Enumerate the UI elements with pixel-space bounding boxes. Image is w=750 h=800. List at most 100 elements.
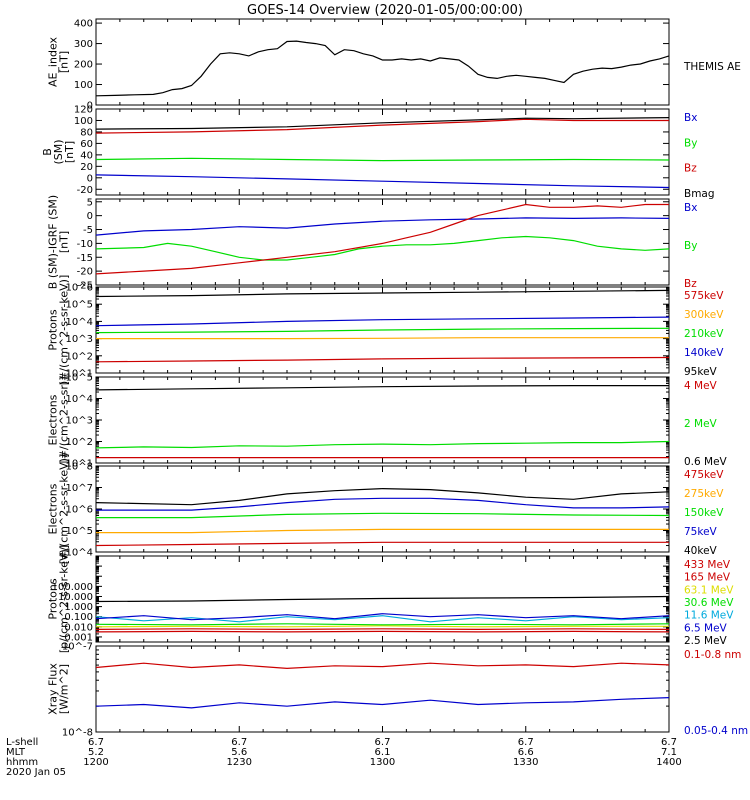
panel-5: 10^110^210^310^410^5Electrons[#/(cm^2-s-… xyxy=(47,373,728,470)
legend-entry: 6.5 MeV xyxy=(684,622,728,634)
y-axis-label: Protons[p/(cm^2-s-sr-keV)] xyxy=(47,545,71,653)
x-axis-row-label: 2020 Jan 05 xyxy=(6,767,66,778)
y-tick-label: 1.000 xyxy=(64,602,93,613)
mlt-value: 6.6 xyxy=(518,747,534,758)
y-tick-label: 10^2 xyxy=(66,437,93,448)
y-tick-label: 5 xyxy=(87,197,93,208)
y-axis-label-line: [nT] xyxy=(58,51,71,73)
y-tick-label: 400 xyxy=(74,19,93,30)
y-axis-label: B(SM)[nT] xyxy=(41,139,76,164)
y-axis-label-line: [W/m^2] xyxy=(58,664,71,714)
y-axis-label-line: Electrons xyxy=(47,483,60,534)
legend-entry: 0.6 MeV xyxy=(684,456,728,468)
y-tick-label: 10^5 xyxy=(66,373,93,384)
legend-entry: 433 MeV xyxy=(684,559,731,571)
series-line-165-mev xyxy=(95,628,670,631)
y-axis-label-line: [#/(cm^2-s-sr-keV)] xyxy=(58,454,71,565)
legend-entry: 165 MeV xyxy=(684,572,731,584)
panel-frame xyxy=(95,18,670,106)
series-line-by xyxy=(95,235,670,261)
y-axis-label-line: B xyxy=(41,148,54,156)
legend-entry: 140keV xyxy=(684,347,724,359)
y-tick-label: -20 xyxy=(77,267,93,278)
legend-entry: By xyxy=(684,137,697,149)
mlt-value: 7.1 xyxy=(661,747,677,758)
y-tick-label: -15 xyxy=(77,253,93,264)
y-tick-label: 10.000 xyxy=(58,592,93,603)
lshell-value: 6.7 xyxy=(518,737,534,748)
y-axis-label: AE_index[nT] xyxy=(47,36,71,87)
y-axis-label: Electrons[#/(cm^2-s-sr-keV)] xyxy=(47,454,71,565)
series-line-30-6-mev xyxy=(95,623,670,626)
series-line-40kev xyxy=(95,487,670,506)
y-tick-label: 100.000 xyxy=(52,582,93,593)
y-axis-label: Protons[#/(cm^2-s-sr-keV)] xyxy=(47,275,71,386)
y-tick-label: 10^7 xyxy=(66,483,93,494)
y-tick-label: 40 xyxy=(80,150,93,161)
legend-entry: 575keV xyxy=(684,290,724,302)
legend-entry: 475keV xyxy=(684,469,724,481)
y-axis-label-line: (SM) xyxy=(52,139,65,164)
y-tick-label: 10^6 xyxy=(66,283,93,294)
series-line-475kev xyxy=(95,541,669,547)
series-line-95kev xyxy=(95,289,670,298)
series-line-0-6-mev xyxy=(95,385,669,391)
lshell-value: 6.7 xyxy=(88,737,104,748)
mlt-value: 6.1 xyxy=(375,747,391,758)
plot-title: GOES-14 Overview (2020-01-05/00:00:00) xyxy=(247,3,523,18)
series-line-575kev xyxy=(95,356,670,363)
series-line-bmag xyxy=(95,117,670,130)
legend-entry: 40keV xyxy=(684,545,718,557)
y-axis-label-line: [p/(cm^2-s-sr-keV)] xyxy=(58,545,71,653)
series-line-300kev xyxy=(96,337,669,340)
y-axis-label: B (SM)-IGRF (SM)[nT] xyxy=(47,195,71,289)
panel-frame xyxy=(95,645,670,733)
legend-entry: 95keV xyxy=(684,366,718,378)
y-axis-label-line: Electrons xyxy=(47,394,60,445)
series-line-bz xyxy=(95,118,669,134)
legend-entry: 275keV xyxy=(684,488,724,500)
y-tick-label: -25 xyxy=(77,281,93,292)
y-axis-label-line: [nT] xyxy=(58,231,71,253)
x-axis-row-label: MLT xyxy=(6,747,26,758)
y-axis-label-line: B (SM)-IGRF (SM) xyxy=(47,195,60,289)
y-tick-label: 10^2 xyxy=(66,351,93,362)
y-tick-label: 10^3 xyxy=(66,416,93,427)
panel-frame xyxy=(95,198,670,286)
legend-entry: 4 MeV xyxy=(684,380,718,392)
y-tick-label: 200 xyxy=(74,60,93,71)
y-tick-label: 0 xyxy=(87,173,93,184)
y-tick-label: 120 xyxy=(74,105,93,116)
x-axis-row-label: hhmm xyxy=(6,757,38,768)
y-tick-label: 10^6 xyxy=(66,505,93,516)
legend-entry: 2 MeV xyxy=(684,418,718,430)
legend-entry: 0.05-0.4 nm xyxy=(684,725,748,737)
y-tick-label: 0.100 xyxy=(64,612,93,623)
y-tick-label: 20 xyxy=(80,162,93,173)
y-axis-label-line: Protons xyxy=(47,309,60,350)
y-tick-label: 10^4 xyxy=(66,394,93,405)
legend-entry: 210keV xyxy=(684,328,724,340)
y-axis-label: Xray Flux[W/m^2] xyxy=(47,663,71,715)
y-tick-label: 10^-7 xyxy=(62,642,93,653)
legend-entry: 75keV xyxy=(684,526,718,538)
mlt-value: 5.2 xyxy=(88,747,104,758)
series-line-6-5-mev xyxy=(95,613,670,621)
y-tick-label: 10^1 xyxy=(66,369,93,380)
lshell-value: 6.7 xyxy=(231,737,247,748)
series-line-150kev xyxy=(96,512,670,519)
series-line-bx xyxy=(95,174,670,189)
legend-entry: Bz xyxy=(684,163,697,175)
y-axis-label-line: [#/(cm^2-s-sr)] xyxy=(58,377,71,464)
series-line-75kev xyxy=(96,497,670,511)
y-axis-label-line: Xray Flux xyxy=(47,663,60,715)
panel-frame xyxy=(95,376,670,464)
legend-entry: 300keV xyxy=(684,309,724,321)
y-tick-label: 10^4 xyxy=(66,548,93,559)
y-axis-label-line: [#/(cm^2-s-sr-keV)] xyxy=(58,275,71,386)
mlt-value: 5.6 xyxy=(231,747,247,758)
